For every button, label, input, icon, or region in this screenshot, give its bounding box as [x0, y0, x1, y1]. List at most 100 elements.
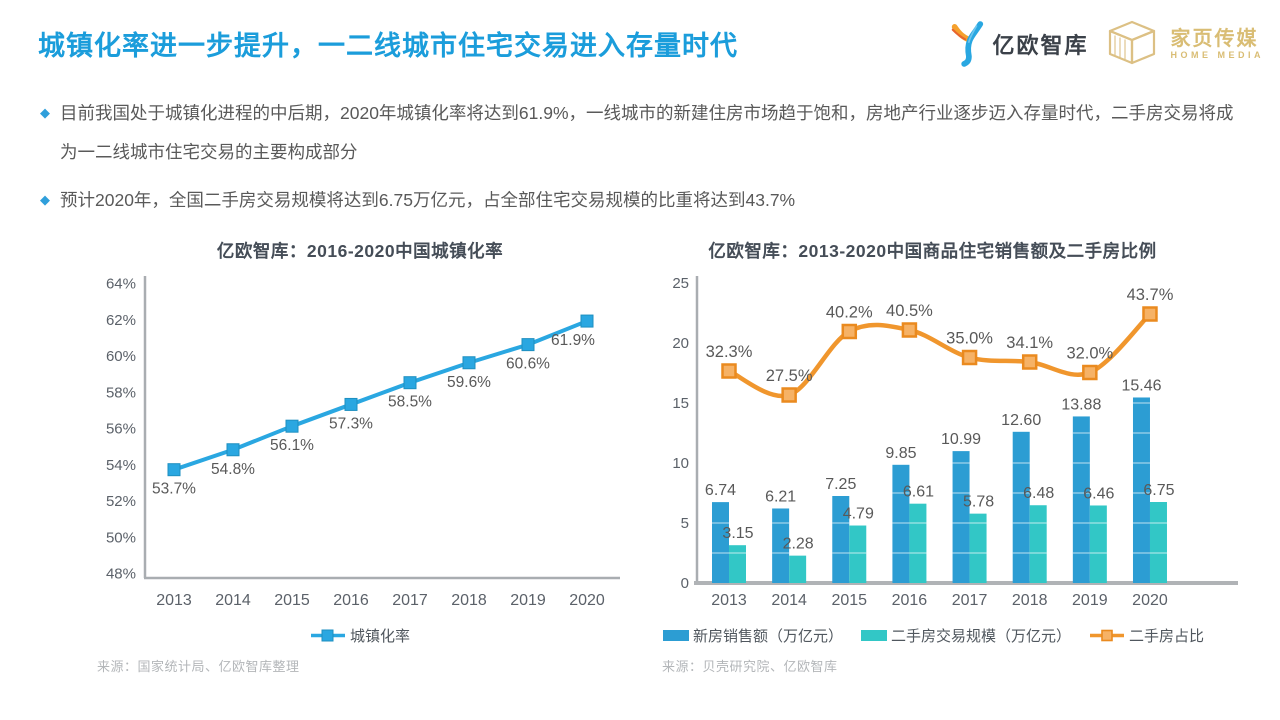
legend-item-secondhand-volume: 二手房交易规模（万亿元）: [861, 625, 1071, 646]
svg-text:27.5%: 27.5%: [766, 367, 813, 385]
page-title: 城镇化率进一步提升，一二线城市住宅交易进入存量时代: [38, 31, 738, 61]
svg-text:56.1%: 56.1%: [270, 437, 314, 454]
svg-text:2020: 2020: [569, 592, 605, 609]
legend-item-secondhand-ratio: 二手房占比: [1089, 625, 1204, 646]
line-marker-legend-icon: [310, 629, 345, 642]
legend-label: 城镇化率: [349, 628, 410, 645]
svg-text:40.5%: 40.5%: [886, 302, 933, 320]
urbanization-rate-chart: 亿欧智库：2016-2020中国城镇化率 48% 50% 52% 54% 56% 58% 6…: [95, 236, 625, 686]
legend-label: 二手房交易规模（万亿元）: [891, 628, 1072, 645]
svg-text:10: 10: [672, 455, 689, 472]
svg-text:62%: 62%: [106, 312, 136, 329]
svg-text:9.85: 9.85: [885, 445, 916, 462]
svg-text:6.21: 6.21: [765, 488, 796, 505]
svg-text:7.25: 7.25: [825, 476, 856, 493]
bullet-text: 预计2020年，全国二手房交易规模将达到6.75万亿元，占全部住宅交易规模的比重…: [60, 190, 796, 210]
svg-text:2019: 2019: [510, 592, 546, 609]
svg-text:25: 25: [672, 275, 689, 292]
legend-item-new-home-sales: 新房销售额（万亿元）: [663, 625, 843, 646]
svg-text:50%: 50%: [106, 529, 136, 546]
svg-text:43.7%: 43.7%: [1127, 286, 1174, 304]
svg-text:2018: 2018: [451, 592, 487, 609]
svg-text:6.46: 6.46: [1083, 485, 1114, 502]
bullet-item: ◆ 目前我国处于城镇化进程的中后期，2020年城镇化率将达到61.9%，一线城市…: [40, 94, 1245, 172]
svg-text:59.6%: 59.6%: [447, 374, 491, 391]
svg-text:60.6%: 60.6%: [506, 356, 550, 373]
svg-text:10.99: 10.99: [941, 431, 981, 448]
diamond-bullet-icon: ◆: [40, 193, 50, 208]
home-media-text-cn: 家页传媒: [1170, 28, 1259, 50]
svg-text:2015: 2015: [831, 592, 867, 609]
svg-text:2017: 2017: [952, 592, 988, 609]
bullet-item: ◆ 预计2020年，全国二手房交易规模将达到6.75万亿元，占全部住宅交易规模的…: [40, 181, 1245, 220]
secondhand-volume-swatch: [861, 630, 888, 641]
left-chart-legend: 城镇化率: [95, 625, 625, 646]
diamond-bullet-icon: ◆: [40, 106, 50, 121]
left-chart-title: 亿欧智库：2016-2020中国城镇化率: [216, 241, 504, 261]
svg-text:52%: 52%: [106, 493, 136, 510]
svg-text:56%: 56%: [106, 421, 136, 438]
eo-logo-text: 亿欧智库: [992, 33, 1089, 58]
svg-text:57.3%: 57.3%: [329, 415, 373, 432]
legend-label: 新房销售额（万亿元）: [693, 628, 844, 645]
svg-text:2013: 2013: [156, 592, 192, 609]
svg-text:61.9%: 61.9%: [551, 332, 595, 349]
right-chart-title: 亿欧智库：2013-2020中国商品住宅销售额及二手房比例: [708, 241, 1157, 261]
svg-text:20: 20: [672, 335, 689, 352]
urbanization-line-plot: 48% 50% 52% 54% 56% 58% 60% 62% 64% 2013 2014 2015 2…: [106, 276, 620, 609]
housing-sales-combo-plot: 0 5 10 15 20 25 2013 2014 2015 2016 2017 2018 2019 20…: [672, 275, 1238, 609]
home-media-logo-text: 家页传媒 HOME MEDIA: [1171, 28, 1265, 60]
svg-text:32.0%: 32.0%: [1066, 345, 1113, 363]
svg-text:60%: 60%: [106, 348, 136, 365]
svg-text:6.48: 6.48: [1023, 485, 1054, 502]
home-media-logo-icon: [1108, 20, 1155, 65]
svg-text:54.8%: 54.8%: [211, 461, 255, 478]
svg-text:2015: 2015: [274, 592, 310, 609]
line-marker-legend-icon: [1090, 629, 1125, 642]
right-chart-source: 来源：贝壳研究院、亿欧智库: [662, 659, 838, 674]
new-home-sales-swatch: [663, 630, 689, 641]
svg-text:13.88: 13.88: [1061, 396, 1101, 413]
svg-text:2.28: 2.28: [783, 536, 814, 553]
svg-text:4.79: 4.79: [843, 506, 874, 523]
home-media-text-en: HOME MEDIA: [1170, 50, 1264, 60]
svg-text:35.0%: 35.0%: [946, 330, 993, 348]
svg-text:2019: 2019: [1072, 592, 1108, 609]
eo-logo-icon: [952, 21, 984, 67]
svg-text:12.60: 12.60: [1001, 412, 1041, 429]
svg-text:15: 15: [672, 395, 689, 412]
svg-text:54%: 54%: [106, 457, 136, 474]
svg-text:3.15: 3.15: [722, 525, 753, 542]
svg-text:6.74: 6.74: [705, 482, 736, 499]
svg-text:6.75: 6.75: [1143, 482, 1174, 499]
svg-text:2014: 2014: [771, 592, 807, 609]
svg-text:15.46: 15.46: [1121, 377, 1161, 394]
svg-text:40.2%: 40.2%: [826, 304, 873, 322]
left-chart-source: 来源：国家统计局、亿欧智库整理: [97, 659, 300, 674]
svg-text:2018: 2018: [1012, 592, 1048, 609]
svg-text:64%: 64%: [106, 276, 136, 293]
right-chart-legend: 新房销售额（万亿元） 二手房交易规模（万亿元） 二手房占比: [663, 625, 1204, 646]
svg-text:2014: 2014: [215, 592, 251, 609]
svg-text:48%: 48%: [106, 566, 136, 583]
home-media-logo: 家页传媒 HOME MEDIA: [1103, 18, 1265, 70]
key-points-list: ◆ 目前我国处于城镇化进程的中后期，2020年城镇化率将达到61.9%，一线城市…: [40, 94, 1245, 229]
bullet-text: 目前我国处于城镇化进程的中后期，2020年城镇化率将达到61.9%，一线城市的新…: [60, 103, 1234, 162]
svg-text:2020: 2020: [1132, 592, 1168, 609]
svg-text:0: 0: [681, 575, 689, 592]
svg-text:5: 5: [681, 515, 689, 532]
legend-item-urbanization: 城镇化率: [310, 625, 410, 646]
housing-sales-chart: 亿欧智库：2013-2020中国商品住宅销售额及二手房比例 0 5 10 15 20 25…: [660, 236, 1245, 686]
legend-label: 二手房占比: [1129, 628, 1205, 645]
logo-bar: 亿欧智库 家页传媒 HOME MEDIA: [948, 14, 1264, 74]
svg-text:34.1%: 34.1%: [1006, 334, 1053, 352]
svg-text:2013: 2013: [711, 592, 747, 609]
svg-text:2016: 2016: [892, 592, 928, 609]
svg-text:32.3%: 32.3%: [706, 343, 753, 361]
svg-text:2017: 2017: [392, 592, 428, 609]
svg-text:53.7%: 53.7%: [152, 481, 196, 498]
eo-intelligence-logo: 亿欧智库: [948, 20, 1088, 68]
svg-text:6.61: 6.61: [903, 484, 934, 501]
svg-text:5.78: 5.78: [963, 494, 994, 511]
